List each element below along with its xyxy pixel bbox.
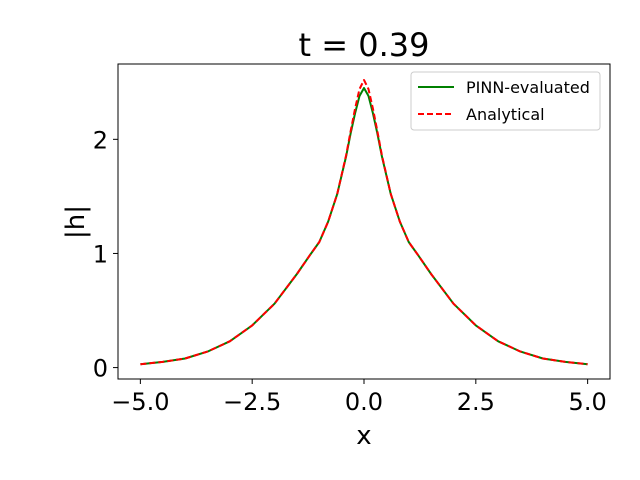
- legend: PINN-evaluated Analytical: [410, 71, 601, 131]
- chart-title: t = 0.39: [299, 26, 430, 64]
- legend-label-analytical: Analytical: [466, 105, 545, 124]
- x-tick-label: −5.0: [111, 388, 169, 416]
- legend-box: [410, 71, 601, 131]
- y-tick-label: 1: [93, 240, 108, 268]
- series-line-analytical: [140, 79, 588, 366]
- y-axis-label: |h|: [61, 205, 91, 239]
- y-axis-ticks: 0 1 2: [93, 126, 118, 383]
- x-axis-ticks: −5.0 −2.5 0.0 2.5 5.0: [111, 379, 607, 416]
- x-tick-label: 0.0: [345, 388, 383, 416]
- legend-label-pinn-evaluated: PINN-evaluated: [466, 78, 590, 97]
- x-tick-label: −2.5: [223, 388, 281, 416]
- y-tick-label: 0: [93, 355, 108, 383]
- y-tick-label: 2: [93, 126, 108, 154]
- x-tick-label: 2.5: [457, 388, 495, 416]
- x-tick-label: 5.0: [569, 388, 607, 416]
- series-layer: [140, 79, 588, 366]
- x-axis-label: x: [356, 421, 371, 451]
